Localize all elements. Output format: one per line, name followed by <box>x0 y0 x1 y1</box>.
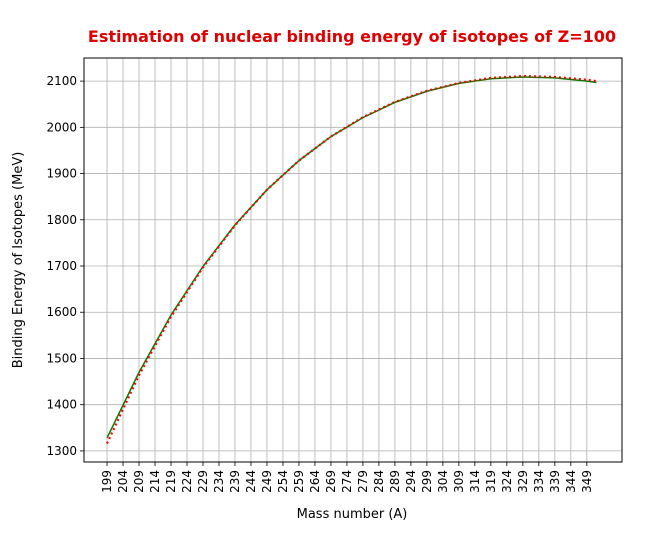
x-tick-label: 279 <box>356 470 370 493</box>
x-tick-label: 284 <box>372 470 386 493</box>
line-series <box>106 76 597 439</box>
x-tick-label: 254 <box>276 470 290 493</box>
x-tick-label: 314 <box>468 470 482 493</box>
x-tick-label: 339 <box>548 470 562 493</box>
x-tick-label: 274 <box>340 470 354 493</box>
x-tick-label: 269 <box>324 470 338 493</box>
x-tick-label: 244 <box>244 470 258 493</box>
x-axis-label: Mass number (A) <box>297 507 408 522</box>
x-tick-label: 329 <box>516 470 530 493</box>
x-tick-label: 219 <box>164 470 178 493</box>
x-tick-label: 224 <box>180 470 194 493</box>
x-tick-label: 334 <box>532 470 546 493</box>
x-tick-label: 319 <box>484 470 498 493</box>
x-tick-label: 264 <box>308 470 322 493</box>
x-tick-label: 349 <box>580 470 594 493</box>
y-tick-label: 1800 <box>46 213 77 227</box>
x-tick-label: 289 <box>388 470 402 493</box>
x-tick-label: 259 <box>292 470 306 493</box>
x-tick-label: 294 <box>404 470 418 493</box>
x-tick-label: 204 <box>116 470 130 493</box>
y-tick-label: 1300 <box>46 444 77 458</box>
x-tick-label: 249 <box>260 470 274 493</box>
y-tick-label: 1500 <box>46 351 77 365</box>
chart-title: Estimation of nuclear binding energy of … <box>88 27 616 46</box>
y-tick-label: 1400 <box>46 398 77 412</box>
x-tick-label: 234 <box>212 470 226 493</box>
x-tick-label: 299 <box>420 470 434 493</box>
x-tick-label: 209 <box>132 470 146 493</box>
plot-frame <box>83 57 623 463</box>
x-tick-label: 344 <box>564 470 578 493</box>
y-tick-label: 2100 <box>46 74 77 88</box>
y-tick-label: 1700 <box>46 259 77 273</box>
x-tick-label: 214 <box>148 470 162 493</box>
x-tick-label: 239 <box>228 470 242 493</box>
x-tick-label: 309 <box>452 470 466 493</box>
y-tick-label: 1600 <box>46 305 77 319</box>
y-tick-label: 1900 <box>46 167 77 181</box>
y-tick-label: 2000 <box>46 120 77 134</box>
x-tick-label: 199 <box>100 470 114 493</box>
line-series <box>106 74 597 444</box>
x-tick-label: 229 <box>196 470 210 493</box>
x-tick-label: 324 <box>500 470 514 493</box>
y-axis-label: Binding Energy of Isotopes (MeV) <box>11 152 26 369</box>
x-tick-label: 304 <box>436 470 450 493</box>
